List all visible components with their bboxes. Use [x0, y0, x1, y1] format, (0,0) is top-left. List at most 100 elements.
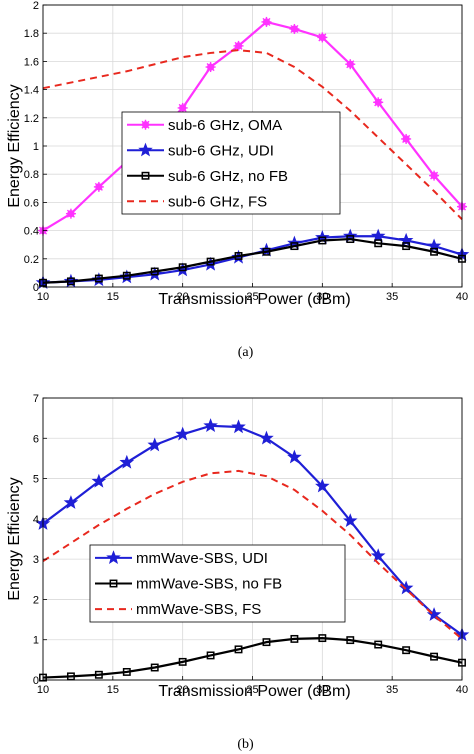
data-point: [373, 97, 384, 108]
y-tick-label: 2: [33, 0, 39, 12]
data-point: [289, 23, 300, 34]
x-tick-label: 20: [177, 291, 189, 303]
data-point: [205, 62, 216, 73]
series-line-2: [42, 469, 463, 640]
legend-box: [89, 544, 346, 623]
data-point: [401, 133, 412, 144]
x-tick-label: 35: [386, 684, 398, 696]
y-tick-label: 0.8: [24, 169, 39, 181]
data-point: [206, 257, 215, 266]
y-tick-label: 0.4: [24, 226, 39, 238]
data-point: [318, 634, 327, 643]
legend-entry: sub-6 GHz, FS: [168, 193, 267, 210]
legend-entry: mmWave-SBS, no FB: [136, 576, 282, 593]
data-point: [259, 242, 274, 257]
y-tick-label: 1.8: [24, 28, 39, 40]
data-point: [345, 59, 356, 70]
legend-marker-0: [106, 550, 121, 565]
data-point: [290, 634, 299, 643]
legend-entry: sub-6 GHz, OMA: [168, 117, 282, 134]
y-tick-label: 1.4: [24, 85, 39, 97]
legend-box: [121, 111, 341, 215]
x-tick-label: 15: [107, 291, 119, 303]
y-axis-label: Energy Efficiency: [6, 477, 23, 600]
data-point: [63, 495, 79, 509]
data-point: [287, 449, 302, 464]
data-point: [402, 646, 411, 655]
y-tick-label: 1: [33, 141, 39, 153]
legend: sub-6 GHz, OMA sub-6 GHz, UDI sub-6 GHz, n…: [121, 111, 341, 215]
data-point: [343, 513, 358, 528]
y-tick-label: 2: [33, 594, 39, 606]
series-line-2: [42, 237, 463, 284]
data-point: [150, 663, 159, 672]
x-axis-label: Transmission Power (dBm): [158, 291, 350, 308]
data-point: [262, 247, 271, 256]
legend-marker-2: [141, 171, 150, 180]
data-point: [178, 657, 187, 666]
data-point: [119, 454, 135, 469]
x-axis-label: Transmission Power (dBm): [158, 683, 350, 700]
y-tick-label: 0: [33, 675, 39, 687]
x-tick-label: 35: [386, 291, 398, 303]
legend-entry: sub-6 GHz, UDI: [168, 142, 274, 159]
legend-marker-0: [140, 119, 151, 130]
data-point: [402, 242, 411, 251]
data-point: [91, 473, 107, 488]
data-point: [346, 636, 355, 645]
data-point: [318, 236, 327, 245]
x-tick-label: 20: [177, 684, 189, 696]
data-point: [370, 548, 386, 563]
x-tick-label: 30: [316, 684, 328, 696]
data-point: [430, 247, 439, 256]
y-tick-label: 5: [33, 474, 39, 486]
y-tick-label: 0.6: [24, 197, 39, 209]
data-point: [259, 430, 274, 445]
data-point: [122, 271, 131, 280]
data-point: [317, 32, 328, 43]
chart-panel-a: 10 15 20 25 30 35 40 0 0.2 0.4 0.6 0.8 1 1.2 1.4 1.6 1.8…: [6, 0, 470, 360]
legend-entry: mmWave-SBS, UDI: [136, 550, 268, 567]
legend-entry: mmWave-SBS, FS: [136, 601, 261, 618]
legend-marker-1: [138, 142, 153, 157]
data-point: [429, 170, 440, 181]
data-point: [234, 645, 243, 654]
x-tick-label: 15: [107, 684, 119, 696]
data-point: [374, 640, 383, 649]
series-line-1: [42, 636, 463, 679]
x-tick-label: 10: [37, 291, 49, 303]
data-point: [175, 426, 190, 441]
y-tick-label: 6: [33, 433, 39, 445]
y-tick-label: 1.2: [24, 113, 39, 125]
data-point: [234, 252, 243, 260]
data-point: [370, 228, 386, 243]
data-point: [231, 419, 246, 434]
data-point: [177, 102, 188, 113]
y-tick-label: 1: [33, 635, 39, 647]
series-line-0: [42, 424, 463, 636]
legend: mmWave-SBS, UDI mmWave-SBS, no FB mmWave-S…: [89, 544, 346, 623]
data-point: [315, 478, 330, 493]
y-tick-label: 1.6: [24, 56, 39, 68]
legend-entry: sub-6 GHz, no FB: [168, 168, 288, 185]
figure-caption: (a): [238, 345, 254, 360]
x-tick-label: 30: [316, 291, 328, 303]
data-point: [178, 263, 187, 272]
data-point: [430, 652, 439, 661]
data-point: [426, 607, 442, 621]
series-line-3: [42, 49, 463, 221]
data-point: [233, 40, 244, 51]
data-point: [66, 277, 75, 286]
legend-marker-1: [109, 579, 118, 588]
data-point: [290, 242, 299, 251]
x-tick-label: 25: [246, 291, 258, 303]
data-point: [65, 208, 76, 219]
y-tick-label: 4: [33, 514, 39, 526]
y-tick-label: 0: [33, 282, 39, 294]
data-point: [94, 274, 103, 283]
y-tick-label: 0.2: [24, 254, 39, 266]
x-tick-label: 40: [456, 684, 468, 696]
data-point: [206, 651, 215, 660]
x-tick-label: 25: [246, 684, 258, 696]
